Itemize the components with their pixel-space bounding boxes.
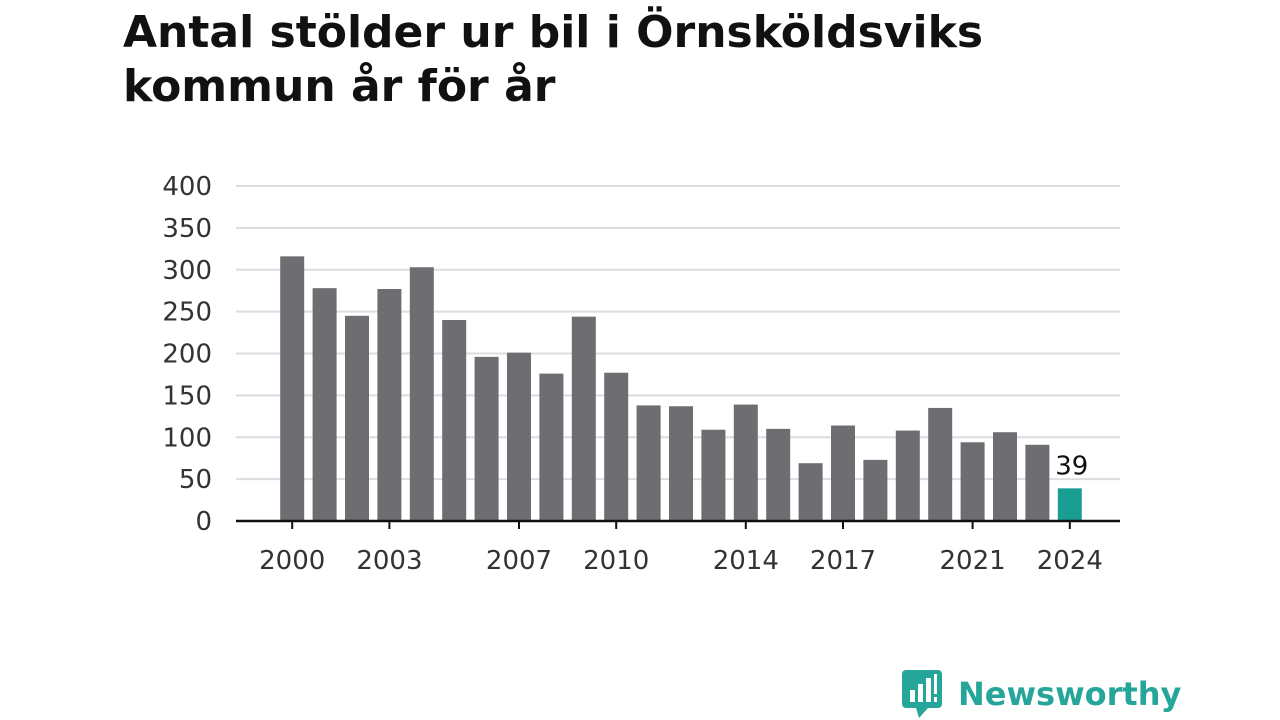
y-tick-label: 350	[162, 214, 212, 244]
bar-2007	[507, 352, 531, 521]
x-tick-label: 2021	[940, 546, 1006, 576]
y-tick-label: 50	[179, 465, 212, 495]
data-label: 39	[1055, 451, 1088, 481]
bar-chart-speech-bubble-icon	[902, 670, 942, 718]
bar-2010	[604, 372, 629, 521]
x-tick-label: 2017	[810, 546, 876, 576]
bar-2018	[863, 459, 888, 521]
bar-2016	[798, 463, 823, 521]
y-tick-label: 0	[195, 507, 212, 537]
bar-2012	[669, 406, 693, 521]
bars	[280, 256, 1082, 521]
bar-2009	[571, 316, 596, 521]
bar-2000	[280, 256, 305, 521]
y-tick-label: 400	[162, 172, 212, 202]
bar-2015	[766, 428, 791, 521]
bar-2020	[928, 407, 953, 521]
data-labels: 39	[1055, 451, 1088, 481]
y-tick-label: 100	[162, 423, 212, 453]
x-tick-label: 2024	[1037, 546, 1103, 576]
bar-2022	[993, 432, 1017, 521]
y-tick-label: 150	[162, 381, 212, 411]
newsworthy-logo: Newsworthy	[902, 670, 1181, 718]
y-tick-label: 200	[162, 340, 212, 370]
bar-2014	[733, 404, 758, 521]
bar-2021	[960, 442, 985, 521]
x-tick-label: 2007	[486, 546, 552, 576]
bar-2004	[409, 267, 434, 521]
y-tick-label: 300	[162, 256, 212, 286]
bar-2001	[312, 288, 337, 521]
bar-2003	[377, 289, 402, 521]
bar-2011	[636, 405, 661, 521]
bar-2006	[474, 356, 499, 521]
bar-2002	[345, 315, 369, 521]
bar-2019	[895, 430, 920, 521]
x-axis-ticks: 2000 2003 2007 2010 2014 2017 2021 2024	[259, 521, 1103, 576]
x-tick-label: 2014	[713, 546, 779, 576]
y-axis-ticks: 0 50 100 150 200 250 300 350 400	[162, 172, 212, 537]
brand-name: Newsworthy	[958, 675, 1182, 713]
x-tick-label: 2000	[259, 546, 325, 576]
bar-2008	[539, 373, 564, 521]
bar-2017	[831, 425, 855, 521]
bar-2024	[1057, 488, 1082, 521]
y-tick-label: 250	[162, 298, 212, 328]
bar-2023	[1025, 444, 1050, 521]
bar-2013	[701, 429, 726, 521]
x-tick-label: 2003	[356, 546, 422, 576]
bar-2005	[442, 320, 467, 521]
x-tick-label: 2010	[583, 546, 649, 576]
chart-title: Antal stölder ur bil i Örnsköldsviks kom…	[123, 7, 984, 112]
